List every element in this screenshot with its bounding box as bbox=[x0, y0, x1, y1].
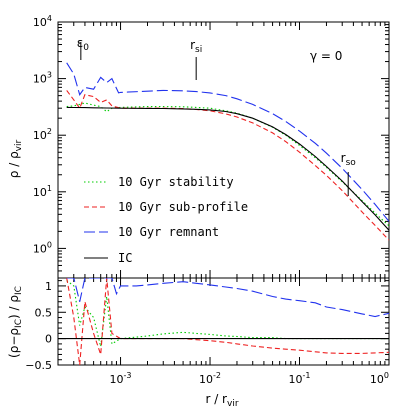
bottom-series-1 bbox=[66, 278, 389, 365]
bottom-y-tick-label: 0 bbox=[45, 333, 52, 346]
bottom-panel-frame bbox=[57, 277, 390, 366]
y-tick-label: 102 bbox=[33, 127, 52, 142]
bottom-panel-ticks: 10-3 10-2 10-1 100 −0.5 0 0.5 1 bbox=[25, 278, 390, 386]
marker-label: rso bbox=[341, 151, 357, 168]
x-tick-label: 10-3 bbox=[110, 371, 132, 386]
top-panel-annotations: γ = 0 ε0 rsi rso bbox=[77, 36, 357, 196]
y-tick-label: 100 bbox=[33, 240, 52, 255]
x-tick-label: 10-1 bbox=[289, 371, 311, 386]
bottom-y-axis-label: (ρ−ρIC) / ρIC bbox=[7, 286, 24, 358]
legend-label: 10 Gyr sub-profile bbox=[118, 200, 248, 214]
top-series-3 bbox=[66, 106, 389, 231]
top-y-axis-label: ρ / ρvir bbox=[7, 139, 24, 178]
bottom-y-tick-label: 1 bbox=[45, 280, 52, 293]
legend-label: 10 Gyr stability bbox=[118, 175, 234, 189]
bottom-y-tick-label: 0.5 bbox=[35, 306, 53, 319]
y-tick-label: 103 bbox=[33, 71, 52, 86]
top-series-0 bbox=[66, 102, 389, 227]
gamma-annotation: γ = 0 bbox=[310, 49, 342, 63]
top-series-1 bbox=[66, 90, 389, 241]
marker-label: ε0 bbox=[77, 36, 90, 53]
bottom-series-2 bbox=[66, 278, 389, 318]
x-tick-label: 10-2 bbox=[199, 371, 221, 386]
top-panel-ticks: 100 101 102 103 104 bbox=[33, 14, 390, 279]
top-series-2 bbox=[66, 62, 389, 222]
y-tick-label: 101 bbox=[33, 184, 52, 199]
bottom-residual-panel: 10-3 10-2 10-1 100 −0.5 0 0.5 1 (ρ−ρIC) / ρIC bbox=[7, 277, 390, 386]
bottom-y-tick-label: −0.5 bbox=[25, 359, 52, 372]
top-panel-curves bbox=[66, 62, 389, 241]
x-tick-label: 100 bbox=[370, 371, 389, 386]
top-density-panel: 100 101 102 103 104 γ = 0 ε0 rsi rso 10 Gyr st… bbox=[7, 14, 390, 279]
x-axis-label: r / rvir bbox=[205, 392, 238, 409]
marker-label: rsi bbox=[190, 38, 202, 55]
legend-label: IC bbox=[118, 251, 132, 265]
legend-label: 10 Gyr remnant bbox=[118, 225, 219, 239]
y-tick-label: 104 bbox=[33, 14, 52, 29]
bottom-panel-curves bbox=[58, 278, 389, 365]
legend: 10 Gyr stability 10 Gyr sub-profile 10 Gyr… bbox=[84, 175, 248, 265]
